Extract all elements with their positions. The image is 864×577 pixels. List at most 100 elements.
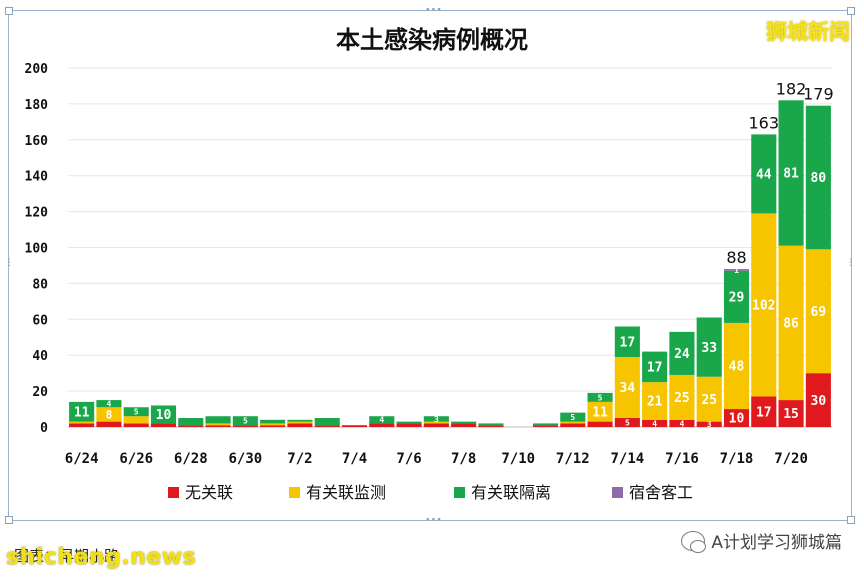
bar-segment xyxy=(642,382,668,420)
data-label: 48 xyxy=(729,360,745,375)
x-tick-label: 7/6 xyxy=(396,451,421,467)
bar-segment xyxy=(123,416,149,424)
x-tick-label: 7/18 xyxy=(720,451,754,467)
data-label: 1 xyxy=(734,266,739,275)
resize-handle-top-right[interactable] xyxy=(847,7,855,15)
bar-segment xyxy=(123,407,149,417)
data-label: 24 xyxy=(674,347,690,362)
data-label: 30 xyxy=(811,394,827,409)
total-label: 179 xyxy=(803,85,834,104)
bar-segment xyxy=(723,409,750,427)
bar-segment xyxy=(696,317,722,377)
bar-segment xyxy=(178,418,204,426)
data-label: 3 xyxy=(707,420,712,429)
legend-swatch xyxy=(289,487,300,498)
resize-handle-bottom-left[interactable] xyxy=(5,516,13,524)
data-label: 33 xyxy=(701,341,717,356)
data-label: 25 xyxy=(701,393,717,408)
legend-label: 无关联 xyxy=(185,483,233,502)
bar-segment xyxy=(69,421,95,424)
bar-segment xyxy=(778,245,804,401)
data-label: 80 xyxy=(811,171,827,186)
x-tick-label: 7/10 xyxy=(501,451,535,467)
data-label: 102 xyxy=(752,299,775,314)
legend-label: 有关联监测 xyxy=(306,483,386,502)
bar-segment xyxy=(778,100,804,246)
data-label: 4 xyxy=(107,400,112,409)
resize-grip-right[interactable]: ⋮ xyxy=(846,258,855,268)
y-tick-label: 60 xyxy=(32,313,48,328)
total-label: 163 xyxy=(749,113,780,132)
data-label: 11 xyxy=(74,405,90,420)
data-label: 69 xyxy=(811,305,827,320)
legend-swatch xyxy=(168,487,179,498)
bar-segment xyxy=(669,331,695,375)
bar-segment xyxy=(287,419,313,422)
bar-segment xyxy=(423,421,449,424)
bar-segment xyxy=(614,356,640,419)
bar-segment xyxy=(778,400,804,427)
x-tick-label: 6/30 xyxy=(228,451,262,467)
data-label: 11 xyxy=(592,405,608,420)
data-label: 86 xyxy=(783,317,799,332)
resize-handle-bottom-right[interactable] xyxy=(847,516,855,524)
y-tick-label: 160 xyxy=(25,134,49,149)
x-tick-label: 7/12 xyxy=(556,451,590,467)
bar-segment xyxy=(560,423,586,427)
bar-segment xyxy=(178,425,204,427)
data-label: 10 xyxy=(729,412,745,427)
bar-segment xyxy=(642,419,668,427)
x-tick-label: 7/14 xyxy=(610,451,644,467)
resize-grip-bottom[interactable]: ∙∙∙ xyxy=(425,515,442,525)
bar-segment xyxy=(587,401,613,422)
bar-segment xyxy=(451,423,477,427)
y-tick-label: 40 xyxy=(32,349,48,364)
y-tick-label: 20 xyxy=(32,385,48,400)
bar-segment xyxy=(396,423,422,427)
bar-segment xyxy=(423,423,449,427)
bar-segment xyxy=(369,416,395,424)
resize-grip-top[interactable]: ∙∙∙ xyxy=(425,5,442,15)
y-tick-label: 140 xyxy=(25,170,49,185)
y-tick-label: 80 xyxy=(32,277,48,292)
bar-segment xyxy=(205,416,231,424)
data-label: 25 xyxy=(674,391,690,406)
x-tick-label: 7/4 xyxy=(342,451,367,467)
resize-handle-top-left[interactable] xyxy=(5,7,13,15)
total-label: 182 xyxy=(776,79,807,98)
bar-segment xyxy=(287,421,313,424)
bar-segment xyxy=(287,423,313,427)
bar-segment xyxy=(451,421,477,424)
watermark-bottom-left: shicheng.news xyxy=(6,545,197,570)
bar-segment xyxy=(587,392,613,402)
legend-label: 有关联隔离 xyxy=(471,483,551,502)
bar-segment xyxy=(478,425,504,427)
data-label: 5 xyxy=(598,393,603,402)
bar-segment xyxy=(696,421,722,427)
x-tick-label: 6/28 xyxy=(174,451,208,467)
resize-grip-left[interactable]: ⋮ xyxy=(5,258,14,268)
bar-segment xyxy=(423,416,449,422)
bar-segment xyxy=(751,396,777,427)
bar-segment xyxy=(560,412,586,422)
legend-swatch xyxy=(454,487,465,498)
x-tick-label: 7/20 xyxy=(774,451,808,467)
x-tick-label: 6/24 xyxy=(65,451,99,467)
wechat-icon xyxy=(681,530,707,553)
bar-segment xyxy=(123,423,149,427)
bar-segment xyxy=(805,249,831,374)
data-label: 5 xyxy=(134,408,139,417)
data-label: 17 xyxy=(620,335,636,350)
data-label: 34 xyxy=(620,381,636,396)
bar-segment xyxy=(614,418,640,427)
bar-segment xyxy=(369,423,395,427)
bar-segment xyxy=(260,425,286,427)
bar-segment xyxy=(260,419,286,424)
bar-segment xyxy=(396,421,422,424)
x-tick-label: 7/8 xyxy=(451,451,476,467)
data-label: 5 xyxy=(570,413,575,422)
x-tick-label: 7/16 xyxy=(665,451,699,467)
data-label: 4 xyxy=(379,416,384,425)
bar-segment xyxy=(723,269,750,271)
bar-segment xyxy=(314,418,340,426)
